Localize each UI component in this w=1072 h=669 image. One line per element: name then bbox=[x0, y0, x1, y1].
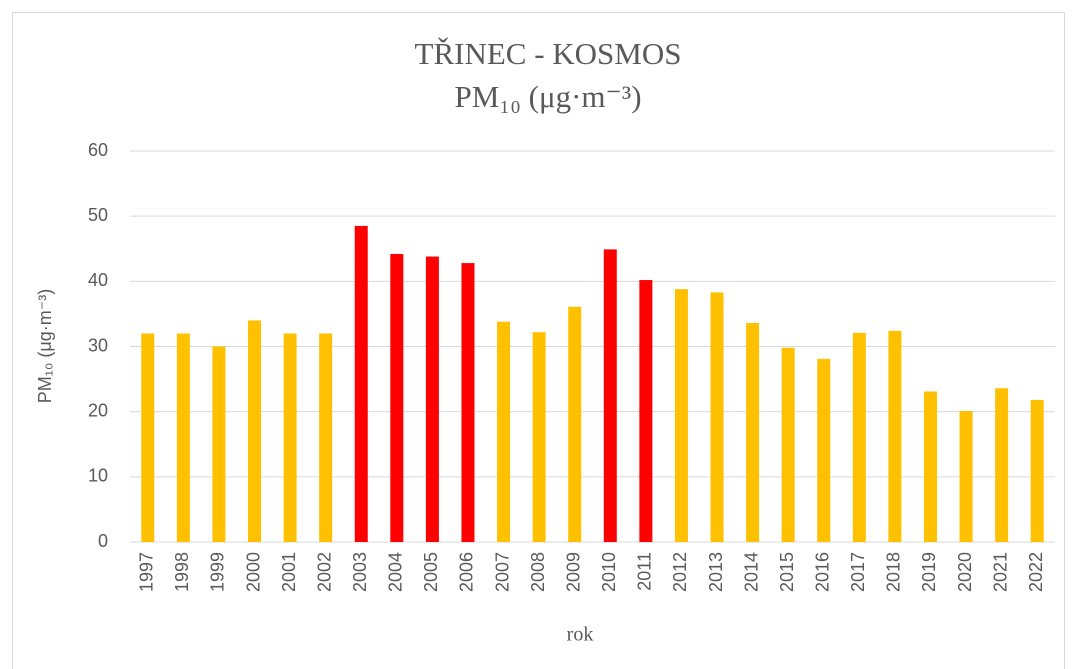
x-tick-label: 2019 bbox=[919, 552, 939, 592]
x-tick-label: 2020 bbox=[955, 552, 975, 592]
bar bbox=[425, 256, 439, 542]
bar bbox=[532, 332, 546, 542]
bar bbox=[248, 320, 262, 542]
bar bbox=[283, 333, 297, 542]
bar bbox=[852, 332, 866, 542]
chart-title: TŘINEC - KOSMOS bbox=[415, 36, 682, 71]
chart-subtitle: PM₁₀ (μg·m⁻³) bbox=[454, 79, 641, 114]
x-tick-label: 2009 bbox=[563, 552, 583, 592]
x-tick-label: 2017 bbox=[848, 552, 868, 592]
x-tick-label: 2010 bbox=[599, 552, 619, 592]
bar bbox=[354, 225, 368, 543]
bar bbox=[176, 333, 190, 542]
x-tick-label: 2021 bbox=[990, 552, 1010, 592]
y-tick-label: 60 bbox=[88, 140, 108, 160]
y-tick-label: 40 bbox=[88, 270, 108, 290]
y-tick-label: 50 bbox=[88, 205, 108, 225]
x-tick-label: 2007 bbox=[492, 552, 512, 592]
bar bbox=[141, 333, 155, 542]
x-tick-label: 1997 bbox=[137, 552, 157, 592]
x-tick-label: 2000 bbox=[243, 552, 263, 592]
x-axis-label: rok bbox=[567, 624, 594, 646]
x-tick-label: 2012 bbox=[670, 552, 690, 592]
bar bbox=[212, 346, 226, 542]
bar bbox=[461, 263, 475, 542]
bar bbox=[781, 347, 795, 542]
x-tick-label: 2008 bbox=[528, 552, 548, 592]
bar bbox=[568, 306, 582, 542]
bar bbox=[923, 391, 937, 542]
bar bbox=[995, 388, 1009, 542]
bar bbox=[390, 253, 404, 543]
bar bbox=[817, 358, 831, 542]
x-tick-label: 2003 bbox=[350, 552, 370, 592]
x-tick-label: 1999 bbox=[208, 552, 228, 592]
chart-border bbox=[12, 12, 1065, 669]
x-tick-label: 2016 bbox=[813, 552, 833, 592]
x-tick-label: 2022 bbox=[1026, 552, 1046, 592]
x-tick-label: 2005 bbox=[421, 552, 441, 592]
x-tick-label: 2015 bbox=[777, 552, 797, 592]
x-tick-label: 2011 bbox=[635, 552, 655, 591]
bar bbox=[497, 321, 511, 542]
bar bbox=[1030, 399, 1044, 542]
x-tick-label: 2002 bbox=[314, 552, 334, 592]
bar bbox=[888, 330, 902, 542]
y-tick-label: 10 bbox=[88, 466, 108, 486]
x-tick-label: 2014 bbox=[741, 552, 761, 592]
x-tick-label: 2018 bbox=[884, 552, 904, 592]
y-tick-label: 30 bbox=[88, 335, 108, 355]
bar bbox=[319, 333, 333, 542]
bar bbox=[746, 323, 760, 542]
bar bbox=[710, 292, 724, 542]
x-tick-label: 2013 bbox=[706, 552, 726, 592]
x-tick-label: 2004 bbox=[386, 552, 406, 592]
bar bbox=[674, 289, 688, 542]
y-tick-label: 0 bbox=[98, 531, 108, 551]
y-tick-label: 20 bbox=[88, 400, 108, 420]
x-tick-label: 2001 bbox=[279, 552, 299, 592]
x-tick-label: 1998 bbox=[172, 552, 192, 592]
y-axis-label: PM₁₀ (μg·m⁻³) bbox=[35, 289, 55, 403]
x-tick-label: 2006 bbox=[457, 552, 477, 592]
bar bbox=[639, 280, 653, 542]
bar bbox=[959, 411, 973, 542]
bar bbox=[603, 249, 617, 542]
